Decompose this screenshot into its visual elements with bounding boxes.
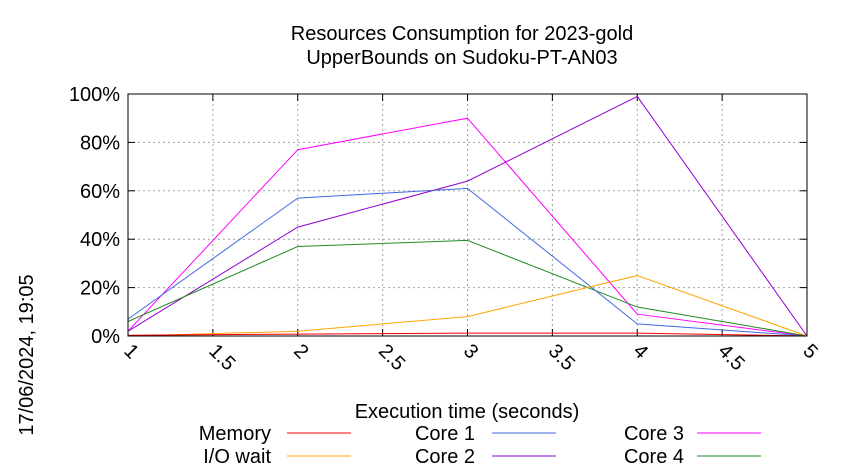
x-tick-label: 5 [798, 340, 821, 363]
y-axis: 0% 20% 40% 60% 80% 100% [69, 84, 807, 348]
y-tick-label: 40% [80, 229, 120, 251]
x-tick-label: 4.5 [714, 340, 749, 375]
x-tick-label: 3.5 [544, 340, 579, 375]
y-tick-label: 60% [80, 181, 120, 203]
series-line-core-3 [127, 117, 808, 337]
x-axis-label: Execution time (seconds) [355, 401, 580, 423]
x-tick-label: 3 [459, 340, 482, 363]
y-tick-label: 20% [80, 278, 120, 300]
legend-label-core-3: Core 3 [624, 423, 684, 445]
timestamp-label: 17/06/2024, 19:05 [16, 274, 38, 435]
legend-label-memory: Memory [199, 423, 271, 445]
x-tick-label: 1.5 [204, 340, 239, 375]
legend-label-i-o-wait: I/O wait [203, 446, 271, 468]
series-line-core-1 [127, 187, 808, 337]
series-line-core-4 [127, 239, 808, 337]
chart-title-line-2: UpperBounds on Sudoku-PT-AN03 [306, 47, 617, 69]
x-tick-label: 2.5 [374, 340, 409, 375]
x-tick-label: 1 [119, 340, 142, 363]
x-tick-label: 2 [289, 340, 312, 363]
series-line-i-o-wait [127, 274, 808, 337]
series-lines [127, 95, 808, 337]
series-line-memory [127, 332, 808, 337]
y-tick-label: 80% [80, 132, 120, 154]
legend-label-core-4: Core 4 [624, 446, 684, 468]
series-line-core-2 [127, 95, 808, 337]
y-tick-label: 100% [69, 84, 120, 106]
y-tick-label: 0% [91, 326, 120, 348]
legend-label-core-1: Core 1 [415, 423, 475, 445]
x-tick-label: 4 [629, 340, 652, 363]
plot-frame [127, 93, 808, 337]
legend-label-core-2: Core 2 [415, 446, 475, 468]
chart-title-line-1: Resources Consumption for 2023-gold [291, 23, 633, 45]
